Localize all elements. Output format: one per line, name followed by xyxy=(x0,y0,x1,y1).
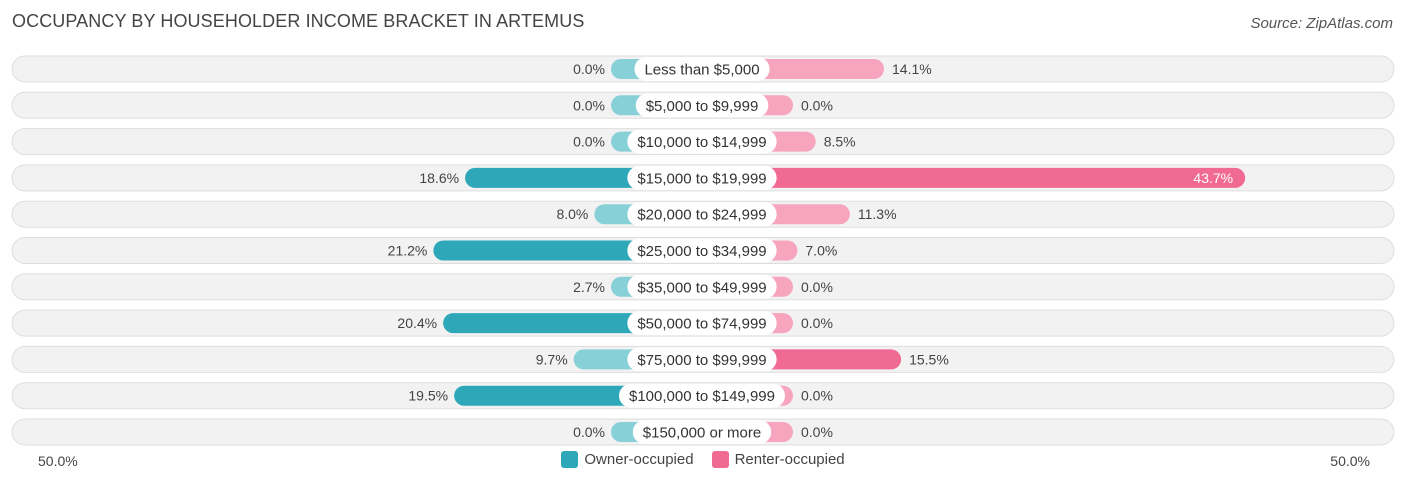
category-label: $15,000 to $19,999 xyxy=(637,170,766,187)
value-label-owner: 9.7% xyxy=(536,351,568,367)
value-label-renter: 0.0% xyxy=(801,424,833,440)
category-pill xyxy=(627,165,777,190)
category-pill xyxy=(627,311,777,336)
category-pill xyxy=(627,347,777,372)
value-label-owner: 8.0% xyxy=(556,206,588,222)
category-label: $50,000 to $74,999 xyxy=(637,316,766,333)
value-label-owner: 0.0% xyxy=(573,97,605,113)
value-label-renter: 43.7% xyxy=(1193,170,1233,186)
category-pill xyxy=(635,93,769,118)
axis-label-left: 50.0% xyxy=(38,453,78,469)
legend-swatch-owner xyxy=(561,451,579,468)
value-label-owner: 0.0% xyxy=(573,61,605,77)
category-label: $25,000 to $34,999 xyxy=(637,243,766,260)
chart-canvas: Less than $5,000 0.0% 14.1% $5,000 to $9,99… xyxy=(11,55,1395,446)
value-label-owner: 0.0% xyxy=(573,424,605,440)
value-label-renter: 11.3% xyxy=(858,206,897,222)
category-pill xyxy=(627,202,777,227)
chart-row: $150,000 or more 0.0% 0.0% xyxy=(11,418,1395,446)
legend-swatch-renter xyxy=(711,451,729,468)
category-pill xyxy=(632,420,772,444)
category-pill xyxy=(627,238,777,263)
legend-label-owner: Owner-occupied xyxy=(584,451,694,468)
value-label-renter: 0.0% xyxy=(801,97,833,113)
chart-row: $20,000 to $24,999 8.0% 11.3% xyxy=(11,200,1395,228)
chart-source: Source: ZipAtlas.com xyxy=(1250,15,1393,32)
value-label-renter: 0.0% xyxy=(801,315,833,331)
category-label: $35,000 to $49,999 xyxy=(637,279,766,296)
chart-row: Less than $5,000 0.0% 14.1% xyxy=(11,55,1395,83)
value-label-renter: 7.0% xyxy=(805,243,837,259)
category-pill xyxy=(627,129,777,154)
value-label-renter: 0.0% xyxy=(801,388,833,404)
chart-row: $50,000 to $74,999 20.4% 0.0% xyxy=(11,309,1395,337)
chart-row: $75,000 to $99,999 9.7% 15.5% xyxy=(11,345,1395,373)
bar-renter-occupied[interactable] xyxy=(702,167,1246,188)
category-label: $10,000 to $14,999 xyxy=(637,134,766,151)
chart-row: $25,000 to $34,999 21.2% 7.0% xyxy=(11,237,1395,264)
category-label: $75,000 to $99,999 xyxy=(637,352,766,369)
category-pill xyxy=(619,383,785,408)
chart-row: $5,000 to $9,999 0.0% 0.0% xyxy=(11,91,1395,119)
value-label-owner: 20.4% xyxy=(397,315,437,331)
axis-label-right: 50.0% xyxy=(1330,453,1370,469)
chart-row: $35,000 to $49,999 2.7% 0.0% xyxy=(11,273,1395,301)
legend-item-renter[interactable]: Renter-occupied xyxy=(711,451,845,468)
chart-legend: Owner-occupied Renter-occupied xyxy=(0,451,1406,468)
category-label: $20,000 to $24,999 xyxy=(637,207,766,224)
value-label-renter: 0.0% xyxy=(801,279,833,295)
chart-row: $15,000 to $19,999 18.6% 43.7% xyxy=(11,164,1395,192)
category-label: $150,000 or more xyxy=(643,425,761,442)
legend-item-owner[interactable]: Owner-occupied xyxy=(561,451,694,468)
value-label-owner: 18.6% xyxy=(419,170,459,186)
value-label-renter: 14.1% xyxy=(892,61,932,77)
value-label-owner: 0.0% xyxy=(573,134,605,150)
value-label-owner: 21.2% xyxy=(388,243,428,259)
legend-label-renter: Renter-occupied xyxy=(734,451,845,468)
category-pill xyxy=(627,274,777,299)
category-label: $5,000 to $9,999 xyxy=(646,98,759,115)
category-pill xyxy=(634,57,770,81)
chart-row: $100,000 to $149,999 19.5% 0.0% xyxy=(11,382,1395,410)
chart-title: OCCUPANCY BY HOUSEHOLDER INCOME BRACKET … xyxy=(12,11,585,31)
value-label-renter: 8.5% xyxy=(824,134,856,150)
value-label-renter: 15.5% xyxy=(909,351,949,367)
chart-row: $10,000 to $14,999 0.0% 8.5% xyxy=(11,128,1395,156)
value-label-owner: 2.7% xyxy=(573,279,605,295)
category-label: Less than $5,000 xyxy=(644,62,759,79)
value-label-owner: 19.5% xyxy=(408,388,448,404)
category-label: $100,000 to $149,999 xyxy=(629,388,775,405)
